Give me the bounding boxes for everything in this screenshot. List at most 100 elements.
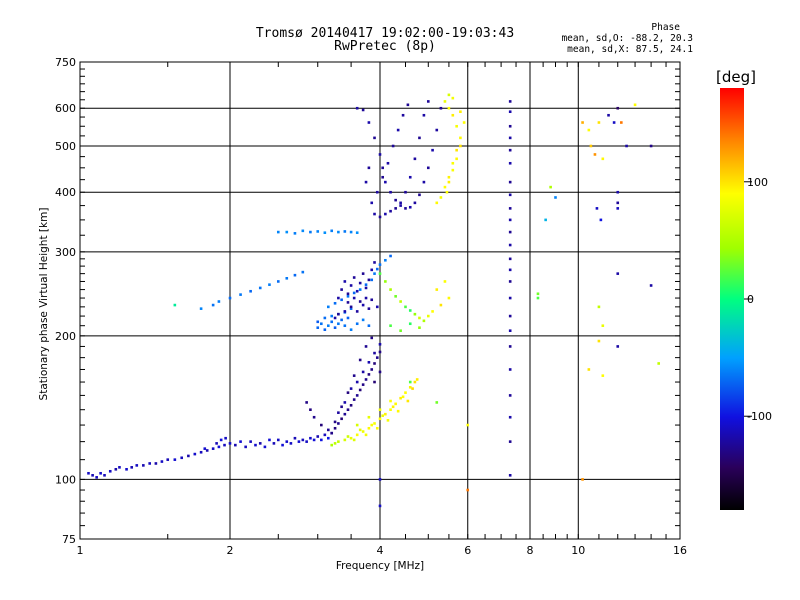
data-point (394, 198, 397, 202)
data-point (404, 391, 407, 394)
data-point (411, 387, 414, 390)
data-point (355, 231, 359, 235)
data-point (187, 454, 190, 458)
data-point (597, 305, 601, 309)
data-point (323, 316, 327, 320)
data-point (508, 329, 512, 332)
data-point (343, 324, 347, 328)
data-point (337, 312, 340, 316)
data-point (508, 180, 512, 184)
data-point (276, 438, 280, 442)
data-point (364, 180, 368, 184)
phase-legend-x: mean, sd,X: 87.5, 24.1 (567, 44, 693, 55)
data-point (620, 121, 623, 124)
data-point (378, 478, 382, 481)
data-point (346, 301, 350, 304)
data-point (135, 464, 139, 467)
data-point (254, 443, 257, 447)
data-point (384, 412, 387, 416)
data-point (378, 504, 382, 508)
data-point (401, 113, 405, 117)
data-point (443, 280, 447, 283)
data-point (508, 110, 512, 114)
data-point (361, 303, 365, 307)
data-point (148, 462, 152, 465)
data-point (581, 121, 584, 124)
data-point (223, 443, 226, 447)
data-point (616, 207, 620, 210)
data-point (508, 394, 512, 397)
data-point (508, 218, 512, 222)
data-point (95, 476, 98, 479)
data-point (103, 474, 106, 477)
data-point (378, 417, 382, 421)
data-point (352, 276, 356, 279)
data-point (389, 209, 392, 213)
data-point (455, 124, 458, 128)
data-point (367, 307, 371, 310)
data-point (337, 322, 340, 326)
data-point (373, 351, 376, 355)
data-point (508, 124, 512, 128)
data-point (399, 300, 402, 303)
data-point (333, 420, 337, 424)
data-point (199, 307, 203, 310)
data-point (367, 121, 371, 124)
data-point (587, 128, 591, 132)
data-point (426, 100, 430, 103)
data-point (378, 350, 382, 354)
data-point (239, 440, 242, 443)
x-tick-label: 10 (571, 544, 585, 557)
data-point (391, 405, 395, 409)
data-point (219, 438, 223, 442)
data-point (361, 430, 365, 433)
data-point (587, 368, 591, 371)
data-point (228, 442, 232, 445)
data-point (616, 190, 620, 194)
data-point (330, 320, 334, 324)
data-point (355, 380, 359, 384)
data-point (459, 110, 462, 114)
data-point (337, 411, 340, 414)
axis-tick-labels: 1 2 4 6 8 10 16 75 100 200 300 400 500 600 750 (55, 56, 687, 557)
data-point (386, 419, 390, 422)
data-point (343, 412, 347, 416)
data-point (361, 108, 365, 112)
data-point (459, 136, 462, 140)
data-point (447, 93, 451, 97)
data-point (361, 272, 365, 275)
data-point (447, 180, 451, 184)
data-point (597, 339, 601, 343)
data-point (536, 292, 540, 296)
data-point (316, 435, 320, 438)
data-point (285, 230, 289, 234)
data-point (370, 423, 374, 427)
data-point (616, 345, 620, 348)
data-point (396, 409, 400, 413)
data-point (312, 438, 316, 442)
data-point (443, 185, 447, 189)
data-point (364, 286, 368, 290)
data-point (508, 280, 512, 283)
data-point (601, 374, 605, 377)
data-point (597, 121, 601, 124)
data-point (384, 258, 387, 262)
data-point (346, 408, 350, 412)
data-point (355, 106, 359, 110)
data-point (418, 136, 421, 140)
data-point (508, 440, 512, 443)
data-point (554, 196, 557, 199)
data-point (394, 295, 397, 298)
data-point (508, 100, 512, 103)
data-point (199, 450, 203, 454)
data-point (258, 442, 262, 445)
data-point (320, 438, 323, 442)
data-point (378, 215, 382, 219)
data-point (375, 305, 379, 309)
data-point (228, 296, 232, 300)
data-point (367, 415, 371, 419)
data-point (508, 136, 512, 140)
y-tick-label: 400 (55, 186, 76, 199)
colorbar-tick-label: 0 (747, 293, 754, 306)
